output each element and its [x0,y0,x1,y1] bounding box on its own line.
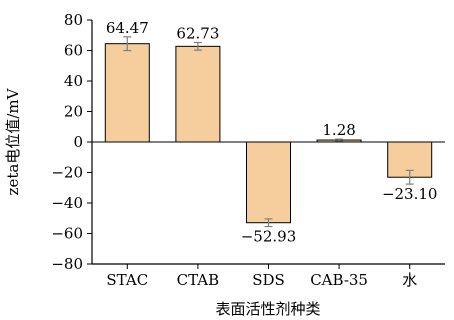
y-tick-label: −40 [51,194,83,212]
error-bars-layer [123,36,414,228]
x-axis-title: 表面活性剂种类 [215,300,320,318]
y-axis-title: zeta电位值/mV [4,87,22,195]
bar [246,141,291,224]
y-tick-label: 60 [64,42,83,60]
y-tick-label: 80 [64,11,83,29]
labels-layer: −80 −60 −40 −20 0 20 40 60 80 STAC CTAB SDS CAB-35 水 6… [51,11,437,289]
data-label: 1.28 [322,121,355,139]
x-tick-label: CAB-35 [310,271,368,289]
y-tick-label: 40 [64,72,83,90]
x-tick-label: 水 [402,271,417,289]
x-tick-label: STAC [106,271,148,289]
data-label: −52.93 [241,228,297,246]
data-label: −23.10 [382,185,438,203]
axes-layer [87,19,445,269]
data-label: 62.73 [176,25,219,43]
data-label: 64.47 [106,19,149,37]
y-tick-label: −80 [51,255,83,273]
y-tick-label: 0 [73,133,83,151]
x-tick-label: CTAB [177,271,220,289]
y-tick-label: 20 [64,103,83,121]
x-tick-label: SDS [252,271,285,289]
bar [104,43,150,143]
bar [175,45,221,143]
y-tick-label: −60 [51,225,83,243]
y-tick-label: −20 [51,164,83,182]
